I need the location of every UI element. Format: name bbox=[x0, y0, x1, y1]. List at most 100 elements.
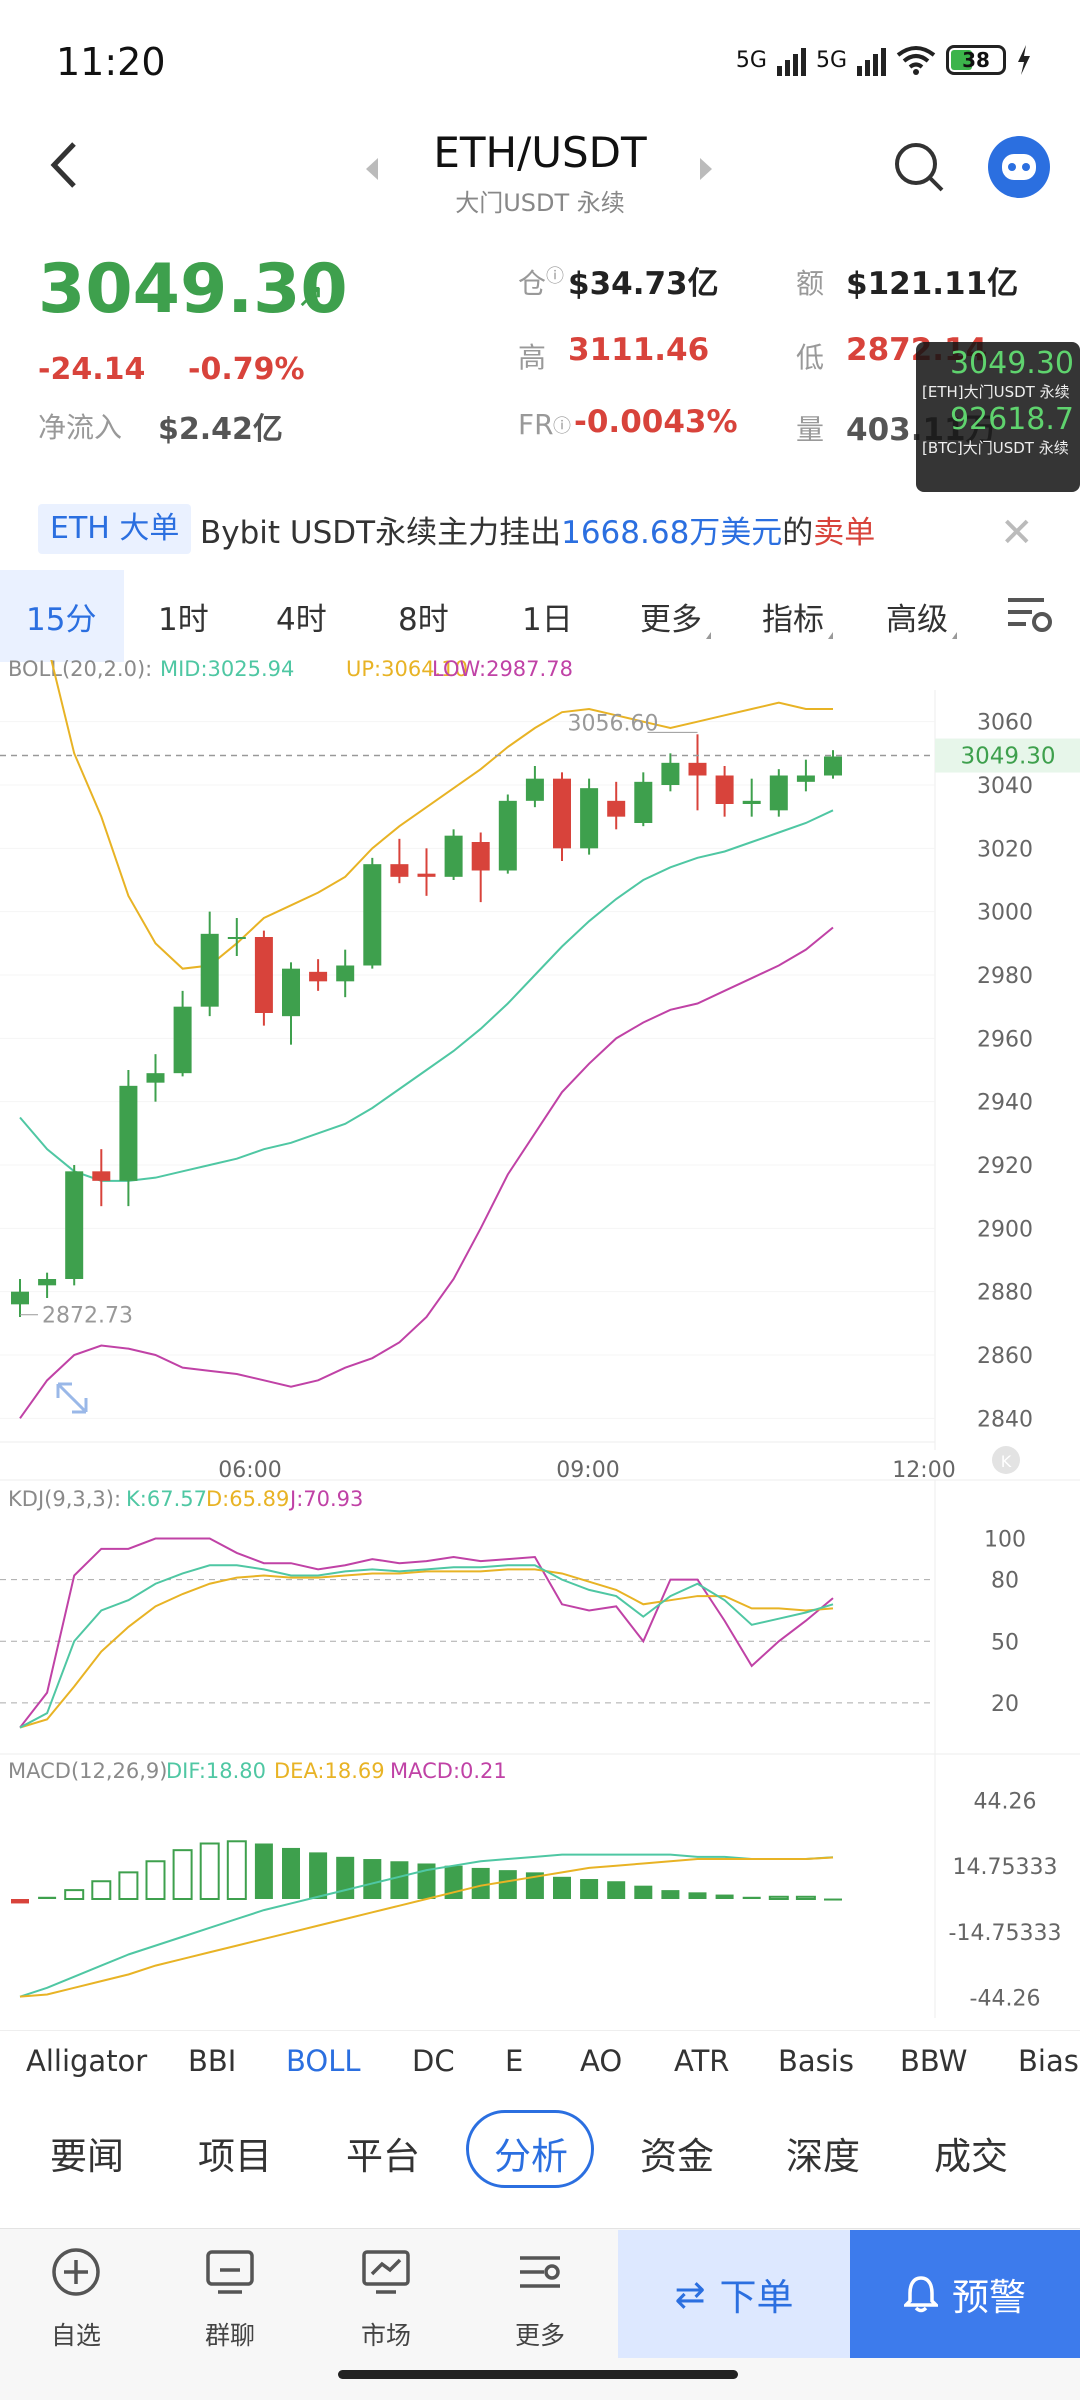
candlestick-chart[interactable]: BOLL(20,2.0): MID:3025.94 UP:3064.10 LOW… bbox=[0, 660, 1080, 1490]
help-icon[interactable]: ⓘ bbox=[546, 266, 564, 287]
back-icon[interactable] bbox=[44, 140, 84, 190]
candle-body bbox=[634, 781, 653, 823]
float-btc-price: 92618.7 bbox=[949, 402, 1074, 437]
candle-body bbox=[254, 937, 273, 1013]
boll-label: BOLL(20,2.0): bbox=[8, 660, 152, 681]
bell-icon bbox=[904, 2276, 938, 2313]
macd-chart[interactable]: MACD(12,26,9) DIF:18.80 DEA:18.69 MACD:0… bbox=[0, 1752, 1080, 2018]
y-tick-label: 2900 bbox=[977, 1217, 1033, 1242]
tab-4h[interactable]: 4时 bbox=[276, 602, 327, 638]
candle-body bbox=[471, 842, 490, 871]
macd-bar bbox=[742, 1896, 761, 1899]
macd-bar bbox=[11, 1899, 29, 1904]
market-icon[interactable] bbox=[360, 2246, 412, 2298]
y-tick-label: 2920 bbox=[977, 1154, 1033, 1179]
macd-bar bbox=[254, 1843, 273, 1899]
macd-bar bbox=[363, 1859, 382, 1899]
kdj-j-line bbox=[19, 1537, 834, 1729]
x-tick-label: 09:00 bbox=[556, 1458, 619, 1483]
chat-icon[interactable] bbox=[204, 2246, 256, 2298]
macd-bar bbox=[417, 1863, 436, 1899]
indicator-strip bbox=[0, 2030, 1080, 2100]
network-label-1: 5G bbox=[735, 47, 767, 73]
tab-more[interactable]: 更多 bbox=[640, 594, 711, 639]
tab-1d[interactable]: 1日 bbox=[522, 602, 573, 638]
kdj-chart[interactable]: KDJ(9,3,3): K:67.57 D:65.89 J:70.93 100 8… bbox=[0, 1478, 1080, 1754]
news-tag: ETH 大单 bbox=[38, 504, 192, 554]
nav-more[interactable]: 更多 bbox=[514, 2321, 565, 2350]
robot-assistant-icon[interactable] bbox=[988, 136, 1050, 198]
pair-title[interactable]: ETH/USDT 大门USDT 永续 bbox=[0, 128, 1080, 218]
tab-8h[interactable]: 8时 bbox=[398, 602, 449, 638]
section-platform[interactable]: 平台 bbox=[346, 2135, 420, 2178]
candle-body bbox=[715, 775, 734, 804]
macd-bar bbox=[795, 1895, 816, 1900]
nav-market[interactable]: 市场 bbox=[360, 2321, 411, 2350]
y-tick-label: 2980 bbox=[977, 964, 1033, 989]
close-icon[interactable]: ✕ bbox=[1000, 510, 1034, 556]
macd-bar bbox=[91, 1880, 112, 1901]
candle-body bbox=[200, 933, 219, 1007]
indicator-atr[interactable]: ATR bbox=[674, 2044, 730, 2078]
tab-indicators[interactable]: 指标 bbox=[762, 594, 833, 639]
min-price-label: 2872.73 bbox=[42, 1304, 133, 1329]
candle-body bbox=[38, 1279, 57, 1286]
indicator-alligator[interactable]: Alligator bbox=[26, 2044, 148, 2078]
indicator-dc[interactable]: DC bbox=[412, 2044, 455, 2078]
kdj-label: KDJ(9,3,3): bbox=[8, 1487, 121, 1511]
order-button[interactable]: ⇄ 下单 bbox=[618, 2230, 850, 2358]
section-trades[interactable]: 成交 bbox=[934, 2135, 1008, 2178]
macd-bar bbox=[118, 1871, 139, 1900]
indicator-basis[interactable]: Basis bbox=[778, 2044, 854, 2078]
floating-ticker[interactable]: 3049.30 [ETH]大门USDT 永续 92618.7 [BTC]大门US… bbox=[916, 342, 1080, 492]
y-tick-label: 2960 bbox=[977, 1027, 1033, 1052]
indicator-bias[interactable]: Bias bbox=[1018, 2044, 1079, 2078]
candle-body bbox=[173, 1006, 192, 1074]
float-btc-label: [BTC]大门USDT 永续 bbox=[922, 439, 1069, 457]
inflow-label: 净流入 bbox=[38, 411, 123, 444]
section-project[interactable]: 项目 bbox=[198, 2135, 272, 2178]
watchlist-icon[interactable] bbox=[50, 2246, 102, 2298]
expand-icon[interactable] bbox=[56, 1382, 88, 1414]
candle-body bbox=[363, 864, 382, 966]
change-abs: -24.14 bbox=[38, 352, 146, 387]
indicator-ei[interactable]: EI bbox=[505, 2044, 525, 2078]
alert-button[interactable]: 预警 bbox=[850, 2230, 1080, 2358]
indicator-boll[interactable]: BOLL bbox=[286, 2044, 361, 2078]
x-tick-label: 12:00 bbox=[892, 1458, 955, 1483]
prev-pair-icon[interactable] bbox=[366, 158, 378, 180]
more-icon[interactable] bbox=[514, 2246, 566, 2298]
search-icon[interactable] bbox=[892, 140, 948, 196]
news-amount: 1668.68万美元 bbox=[561, 515, 783, 551]
float-eth-price: 3049.30 bbox=[949, 346, 1074, 381]
section-depth[interactable]: 深度 bbox=[786, 2135, 860, 2178]
macd-bar bbox=[390, 1861, 409, 1899]
alert-label: 预警 bbox=[952, 2276, 1026, 2319]
last-price-tag-bg bbox=[935, 738, 1080, 773]
news-mid: 的 bbox=[782, 515, 814, 551]
tab-15m[interactable]: 15分 bbox=[26, 602, 97, 638]
pair-subtitle: 大门USDT 永续 bbox=[455, 189, 625, 217]
fr-help-icon[interactable]: ⓘ bbox=[553, 416, 571, 437]
y-tick-label: 2880 bbox=[977, 1281, 1033, 1306]
indicator-bbw[interactable]: BBW bbox=[900, 2044, 968, 2078]
macd-dea-line bbox=[19, 1856, 834, 1998]
next-pair-icon[interactable] bbox=[700, 158, 712, 180]
jump-latest-icon[interactable]: K bbox=[992, 1446, 1020, 1474]
section-analysis[interactable]: 分析 bbox=[494, 2135, 568, 2178]
nav-chat[interactable]: 群聊 bbox=[204, 2321, 255, 2350]
wifi-icon bbox=[896, 46, 936, 75]
news-text[interactable]: Bybit USDT永续主力挂出1668.68万美元的卖单 bbox=[200, 507, 875, 552]
indicator-ao[interactable]: AO bbox=[580, 2044, 623, 2078]
indicator-bbi[interactable]: BBI bbox=[188, 2044, 237, 2078]
section-news[interactable]: 要闻 bbox=[50, 2135, 124, 2178]
nav-watchlist[interactable]: 自选 bbox=[50, 2321, 101, 2350]
section-funds[interactable]: 资金 bbox=[640, 2135, 714, 2178]
x-tick-label: 06:00 bbox=[218, 1458, 281, 1483]
tab-1h[interactable]: 1时 bbox=[158, 602, 209, 638]
tab-advanced[interactable]: 高级 bbox=[886, 594, 957, 639]
kdj-y-tick: 20 bbox=[991, 1692, 1019, 1717]
macd-bar bbox=[580, 1879, 599, 1899]
last-price-tag: 3049.30 bbox=[960, 744, 1055, 770]
chart-settings-icon[interactable] bbox=[1004, 590, 1054, 640]
